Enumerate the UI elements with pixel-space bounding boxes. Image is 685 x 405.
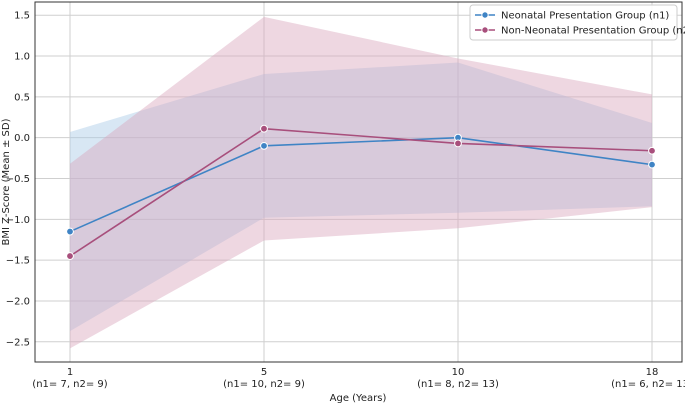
- series-line-2: [69, 127, 653, 257]
- data-point-series-1: [260, 141, 268, 150]
- legend-box: [469, 4, 678, 41]
- y-tick-label: 1.0: [14, 52, 30, 63]
- x-tick-sublabel: (n1= 7, n2= 9): [32, 379, 107, 390]
- series-line-1: [69, 136, 653, 233]
- y-tick-label: −0.5: [6, 174, 30, 185]
- x-tick-label: 10: [452, 367, 465, 378]
- y-tick-label: −1.5: [6, 256, 30, 267]
- y-tick-label: −2.0: [6, 296, 30, 307]
- data-point-series-2: [66, 252, 74, 260]
- y-tick-label: 1.5: [14, 11, 30, 22]
- sd-bands: [70, 16, 652, 349]
- legend: Neonatal Presentation Group (n1) Non-Neon…: [469, 4, 685, 41]
- y-tick-label: 0.0: [14, 133, 30, 144]
- x-tick-sublabel: (n1= 6, n2= 13): [611, 379, 685, 390]
- x-tick-label: 5: [261, 367, 267, 378]
- x-tick-label: 18: [646, 367, 659, 378]
- y-axis-title: BMI Z-Score (Mean ± SD): [1, 118, 12, 245]
- x-tick-sublabel: (n1= 10, n2= 9): [223, 379, 305, 390]
- legend-label-series-2: Non-Neonatal Presentation Group (n2): [501, 26, 685, 37]
- x-axis-ticks: 1(n1= 7, n2= 9) 5(n1= 10, n2= 9) 10(n1= 8,…: [32, 367, 685, 390]
- grid-lines: [35, 2, 682, 362]
- legend-marker-series-2: [481, 26, 489, 34]
- x-tick-sublabel: (n1= 8, n2= 13): [417, 379, 499, 390]
- sd-band-series-1: [70, 62, 652, 332]
- data-point-series-2: [260, 124, 268, 133]
- data-point-series-1: [648, 160, 656, 169]
- data-point-series-2: [454, 139, 462, 148]
- y-tick-label: 0.5: [14, 92, 30, 103]
- plot-frame: [34, 1, 683, 363]
- legend-label-series-1: Neonatal Presentation Group (n1): [501, 11, 669, 22]
- series-lines: [69, 127, 653, 257]
- x-tick-label: 1: [67, 367, 73, 378]
- y-axis-ticks: 1.5 1.0 0.5 0.0 −0.5 −1.0 −1.5 −2.0 −2.5: [6, 11, 30, 349]
- y-tick-label: −2.5: [6, 337, 30, 348]
- y-tick-label: −1.0: [6, 215, 30, 226]
- x-axis-title: Age (Years): [330, 393, 387, 404]
- data-point-series-1: [66, 227, 74, 236]
- data-point-series-2: [648, 146, 656, 155]
- data-points: [66, 124, 656, 260]
- legend-marker-series-1: [481, 11, 489, 19]
- sd-band-series-2: [70, 16, 652, 349]
